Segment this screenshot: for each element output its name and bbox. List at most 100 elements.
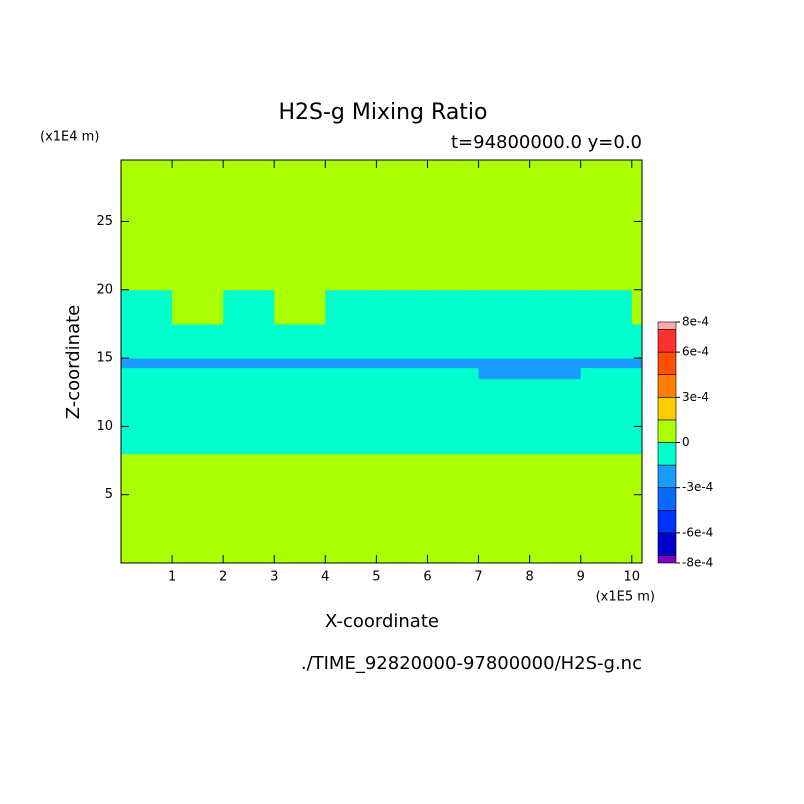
contour-cell <box>223 160 275 291</box>
contour-cell <box>631 358 643 369</box>
x-unit: (x1E5 m) <box>596 590 655 605</box>
contour-cell <box>325 289 377 325</box>
contour-cell <box>427 358 480 369</box>
colorbar-segment <box>657 419 677 443</box>
colorbar-tick-label: -6e-4 <box>682 525 713 539</box>
contour-cell <box>121 378 173 455</box>
contour-cell <box>631 323 643 359</box>
y-tick-label: 20 <box>96 282 113 297</box>
contour-cell <box>631 378 643 455</box>
colorbar-segment <box>657 374 677 398</box>
y-tick-label: 10 <box>96 419 113 434</box>
contour-cell <box>631 453 643 564</box>
contour-cell <box>223 453 275 564</box>
field <box>121 160 643 564</box>
contour-cell <box>478 289 531 325</box>
footer: ./TIME_92820000-97800000/H2S-g.nc <box>301 653 642 674</box>
contour-cell <box>376 367 428 380</box>
contour-cell <box>427 453 480 564</box>
contour-cell <box>121 367 173 380</box>
axes: 1 2 3 4 5 6 7 8 9 10 5 10 15 20 25 <box>96 159 643 585</box>
y-tick-label: 25 <box>96 214 113 229</box>
contour-cell <box>274 367 326 380</box>
contour-cell <box>529 378 582 455</box>
contour-cell <box>427 289 480 325</box>
contour-cell <box>325 453 377 564</box>
colorbar-segment <box>657 329 677 353</box>
contour-cell <box>172 378 224 455</box>
contour-cell <box>121 453 173 564</box>
plot-frame <box>120 159 643 564</box>
contour-cell <box>325 367 377 380</box>
contour-cell <box>376 160 428 291</box>
contour-cell <box>172 367 224 380</box>
contour-cell <box>121 160 173 291</box>
contour-cell <box>121 289 173 325</box>
contour-cell <box>223 289 275 325</box>
contour-cell <box>631 289 643 325</box>
contour-cell <box>478 160 531 291</box>
contour-cell <box>580 378 633 455</box>
contour-cell <box>580 323 633 359</box>
contour-cell <box>376 378 428 455</box>
contour-cell <box>172 358 224 369</box>
x-tick-label: 6 <box>423 570 431 585</box>
contour-cell <box>325 378 377 455</box>
contour-cell <box>274 323 326 359</box>
contour-cell <box>478 378 531 455</box>
colorbar-segment <box>657 321 677 330</box>
contour-cell <box>580 160 633 291</box>
contour-cell <box>529 289 582 325</box>
contour-cell <box>427 378 480 455</box>
contour-cell <box>121 358 173 369</box>
y-tick-label: 5 <box>105 487 113 502</box>
colorbar-segment <box>657 442 677 466</box>
x-axis-label: X-coordinate <box>325 611 439 632</box>
colorbar-segment <box>657 509 677 534</box>
contour-cell <box>172 289 224 325</box>
contour-cell <box>325 160 377 291</box>
x-tick-label: 7 <box>474 570 482 585</box>
x-tick-label: 9 <box>577 570 585 585</box>
y-tick-label: 15 <box>96 351 113 366</box>
contour-cell <box>529 358 582 369</box>
x-tick-label: 8 <box>525 570 533 585</box>
colorbar-segment <box>657 397 677 421</box>
contour-cell <box>580 358 633 369</box>
contour-cell <box>376 289 428 325</box>
contour-cell <box>376 358 428 369</box>
contour-cell <box>529 323 582 359</box>
contour-cell <box>478 453 531 564</box>
contour-cell <box>223 323 275 359</box>
contour-cell <box>529 160 582 291</box>
colorbar-segment <box>657 464 677 488</box>
contour-cell <box>427 160 480 291</box>
contour-cell <box>580 453 633 564</box>
y-unit: (x1E4 m) <box>40 130 99 145</box>
colorbar-tick-label: 6e-4 <box>682 345 709 359</box>
contour-cell <box>580 367 633 380</box>
contour-cell <box>580 289 633 325</box>
x-tick-label: 2 <box>219 570 227 585</box>
contour-cell <box>274 378 326 455</box>
x-tick-label: 10 <box>624 570 641 585</box>
colorbar-tick-label: -8e-4 <box>682 556 713 570</box>
contour-cell <box>274 358 326 369</box>
contour-cell <box>274 160 326 291</box>
contour-cell <box>172 453 224 564</box>
colorbar-tick-label: 3e-4 <box>682 390 709 404</box>
colorbar-segment <box>657 532 677 556</box>
contour-cell <box>478 358 531 369</box>
contour-cell <box>529 367 582 380</box>
contour-cell <box>223 367 275 380</box>
contour-cell <box>274 289 326 325</box>
contour-cell <box>325 323 377 359</box>
contour-cell <box>325 358 377 369</box>
contour-cell <box>631 160 643 291</box>
x-tick-label: 5 <box>372 570 380 585</box>
contour-cell <box>427 323 480 359</box>
chart-subtitle: t=94800000.0 y=0.0 <box>451 132 642 153</box>
contour-cell <box>478 367 531 380</box>
